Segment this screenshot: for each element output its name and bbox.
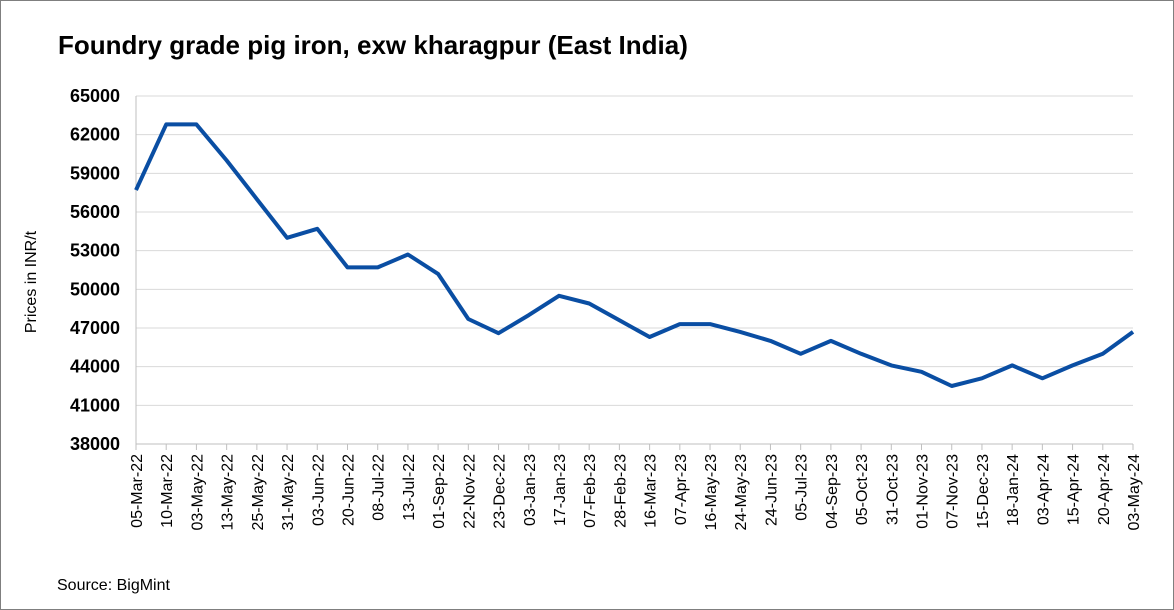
x-tick-label: 04-Sep-23	[824, 454, 841, 529]
x-tick-label: 18-Jan-24	[1005, 454, 1022, 526]
x-tick-label: 03-May-22	[189, 454, 206, 531]
x-tick-label: 03-Jun-22	[310, 454, 327, 526]
x-tick-label: 15-Dec-23	[975, 454, 992, 529]
x-tick-labels: 05-Mar-22 10-Mar-22 03-May-22 13-May-22 25-M…	[129, 454, 1143, 531]
y-axis-label: Prices in INR/t	[23, 230, 40, 333]
x-tick-label: 07-Feb-23	[582, 454, 599, 528]
x-tick-label: 20-Apr-24	[1096, 454, 1113, 525]
chart-title: Foundry grade pig iron, exw kharagpur (E…	[58, 30, 688, 60]
price-series-line	[134, 122, 1135, 388]
x-tick-label: 05-Jul-23	[794, 454, 811, 521]
x-tick-label: 03-Jan-23	[522, 454, 539, 526]
y-tick-label: 47000	[70, 318, 120, 338]
y-tick-label: 59000	[70, 163, 120, 183]
gridlines	[136, 95, 1133, 406]
x-tick-label: 28-Feb-23	[612, 454, 629, 528]
x-tick-label: 22-Nov-22	[461, 454, 478, 529]
x-tick-label: 03-May-24	[1126, 454, 1143, 531]
x-tick-label: 03-Apr-24	[1035, 454, 1052, 525]
x-tick-label: 07-Apr-23	[673, 454, 690, 525]
series-lines	[134, 122, 1135, 388]
axes	[135, 96, 1134, 450]
x-tick-label: 15-Apr-24	[1066, 454, 1083, 525]
source-note: Source: BigMint	[57, 577, 170, 594]
y-tick-labels: 38000 41000 44000 47000 50000 53000 56000 59000…	[70, 86, 120, 454]
x-tick-label: 13-Jul-22	[401, 454, 418, 521]
x-tick-label: 10-Mar-22	[159, 454, 176, 528]
x-tick-label: 31-May-22	[280, 454, 297, 531]
x-tick-label: 24-May-23	[733, 454, 750, 531]
y-tick-label: 62000	[70, 125, 120, 145]
x-tick-label: 17-Jan-23	[552, 454, 569, 526]
x-tick-label: 01-Sep-22	[431, 454, 448, 529]
x-tick-label: 23-Dec-22	[492, 454, 509, 529]
y-tick-label: 38000	[70, 434, 120, 454]
x-tick-label: 16-Mar-23	[643, 454, 660, 528]
x-tick-label: 31-Oct-23	[884, 454, 901, 525]
x-tick-label: 05-Mar-22	[129, 454, 146, 528]
y-tick-label: 56000	[70, 202, 120, 222]
x-tick-label: 07-Nov-23	[945, 454, 962, 529]
x-tick-label: 16-May-23	[703, 454, 720, 531]
y-tick-label: 44000	[70, 357, 120, 377]
x-tick-label: 05-Oct-23	[854, 454, 871, 525]
y-tick-label: 53000	[70, 241, 120, 261]
x-tick-label: 13-May-22	[220, 454, 237, 531]
x-tick-label: 25-May-22	[250, 454, 267, 531]
y-tick-label: 50000	[70, 279, 120, 299]
x-tick-label: 24-Jun-23	[763, 454, 780, 526]
x-tick-label: 01-Nov-23	[915, 454, 932, 529]
x-tick-label: 20-Jun-22	[340, 454, 357, 526]
y-tick-label: 65000	[70, 86, 120, 106]
y-tick-label: 41000	[70, 395, 120, 415]
x-tick-label: 08-Jul-22	[371, 454, 388, 521]
